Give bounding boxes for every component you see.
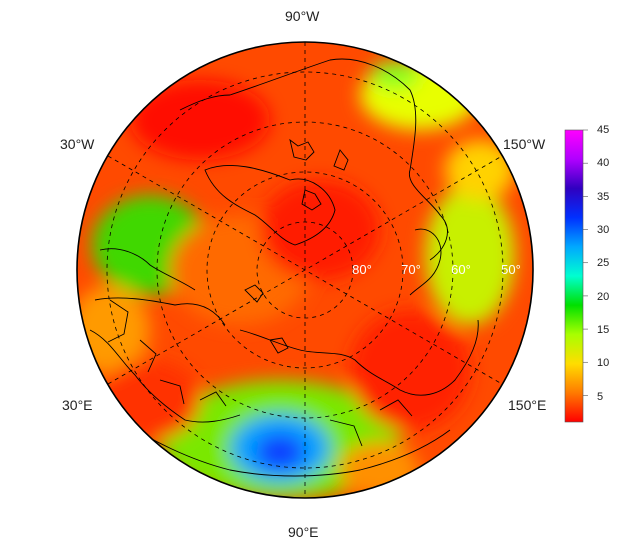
lon-label-90e: 90°E bbox=[288, 524, 319, 540]
colorbar-frame bbox=[564, 129, 584, 423]
coast-greenland bbox=[204, 165, 336, 246]
lat-circle-70 bbox=[206, 171, 404, 369]
coast-borders bbox=[107, 299, 413, 447]
colorbar-tick-35: 35 bbox=[597, 191, 610, 203]
patch-north-green bbox=[370, 61, 420, 89]
lon-label-30e: 30°E bbox=[62, 397, 93, 413]
patch-bottom-orange bbox=[340, 442, 420, 498]
latitude-labels: 80° 70° 60° 50° bbox=[352, 262, 521, 277]
lon-label-150e: 150°E bbox=[508, 397, 547, 413]
latitude-label: 50° bbox=[501, 262, 521, 277]
coast-asia-south bbox=[119, 419, 451, 477]
colorbar-tick-25: 25 bbox=[597, 257, 610, 269]
graticule bbox=[106, 42, 504, 498]
colorbar bbox=[564, 129, 588, 423]
colorbar-tick-15: 15 bbox=[597, 324, 610, 336]
latitude-label: 70° bbox=[401, 262, 421, 277]
lon-label-30w: 30°W bbox=[60, 136, 95, 152]
coast-svalbard bbox=[244, 284, 289, 354]
colorbar-tickmarks bbox=[583, 129, 588, 396]
meridian-30e-150w bbox=[107, 155, 503, 385]
field-patches bbox=[77, 60, 515, 498]
lat-circle-50 bbox=[106, 71, 504, 469]
coast-siberia bbox=[239, 319, 479, 396]
colorbar-tick-45: 45 bbox=[597, 124, 610, 136]
latitude-label: 80° bbox=[352, 262, 372, 277]
colorbar-tick-10: 10 bbox=[597, 357, 610, 369]
patch-ne-yellow bbox=[445, 140, 515, 200]
patch-se-red bbox=[350, 310, 470, 430]
patch-center-red bbox=[260, 180, 380, 280]
coast-europe-south bbox=[89, 329, 241, 423]
patch-siberia-darkblue bbox=[256, 434, 304, 470]
patch-sw-red bbox=[100, 360, 200, 440]
lon-label-150w: 150°W bbox=[503, 136, 546, 152]
data-field bbox=[77, 42, 533, 498]
lon-label-90w: 90°W bbox=[285, 8, 320, 24]
colorbar-tick-30: 30 bbox=[597, 224, 610, 236]
coast-arctic-islands bbox=[289, 138, 349, 211]
colorbar-gradient bbox=[565, 130, 583, 422]
coast-bering bbox=[409, 228, 442, 296]
latitude-label: 60° bbox=[451, 262, 471, 277]
patch-pacific-yellowgreen bbox=[425, 185, 515, 325]
coastlines bbox=[89, 58, 479, 477]
colorbar-tick-40: 40 bbox=[597, 157, 610, 169]
colorbar-tick-20: 20 bbox=[597, 291, 610, 303]
coast-europe-north bbox=[94, 248, 226, 326]
colorbar-tick-5: 5 bbox=[597, 391, 604, 403]
map-boundary bbox=[76, 41, 534, 499]
patch-top-red bbox=[130, 80, 270, 160]
